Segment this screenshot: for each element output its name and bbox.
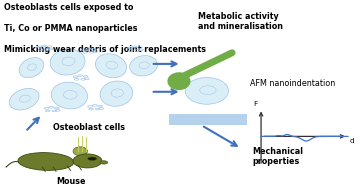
Ellipse shape	[73, 154, 102, 168]
Ellipse shape	[167, 72, 191, 90]
Ellipse shape	[100, 81, 133, 106]
Text: Osteoblast cells: Osteoblast cells	[53, 123, 125, 132]
Text: Mouse: Mouse	[57, 177, 86, 186]
Ellipse shape	[130, 56, 158, 76]
FancyBboxPatch shape	[169, 114, 246, 125]
Ellipse shape	[18, 153, 74, 170]
Ellipse shape	[9, 88, 39, 110]
Text: Ti, Co or PMMA nanoparticles: Ti, Co or PMMA nanoparticles	[4, 24, 138, 33]
Text: Mechanical
properties: Mechanical properties	[252, 147, 303, 166]
Ellipse shape	[185, 77, 229, 104]
Ellipse shape	[100, 161, 108, 164]
Ellipse shape	[19, 58, 44, 78]
Text: AFM nanoindentation: AFM nanoindentation	[250, 79, 335, 88]
Text: F: F	[253, 101, 257, 107]
Text: Metabolic activity
and mineralisation: Metabolic activity and mineralisation	[198, 12, 283, 31]
Ellipse shape	[50, 49, 85, 75]
Text: Mimicking wear debris of joint replacements: Mimicking wear debris of joint replaceme…	[4, 45, 206, 54]
Text: d: d	[350, 138, 354, 144]
Ellipse shape	[73, 147, 87, 156]
Ellipse shape	[51, 82, 87, 109]
Text: Osteoblasts cells exposed to: Osteoblasts cells exposed to	[4, 3, 134, 12]
Ellipse shape	[87, 157, 97, 160]
Ellipse shape	[95, 54, 126, 78]
